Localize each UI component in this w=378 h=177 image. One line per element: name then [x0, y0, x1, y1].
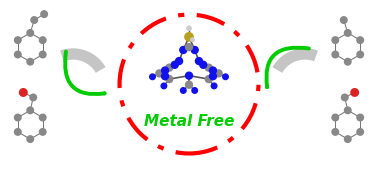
Circle shape	[332, 129, 339, 135]
Circle shape	[180, 47, 187, 53]
Circle shape	[211, 83, 217, 89]
Circle shape	[205, 76, 212, 82]
Circle shape	[185, 33, 193, 41]
Circle shape	[192, 88, 197, 93]
Circle shape	[215, 70, 222, 77]
Circle shape	[39, 37, 46, 43]
Circle shape	[186, 81, 192, 88]
Circle shape	[357, 51, 364, 58]
Circle shape	[332, 114, 339, 121]
Circle shape	[27, 107, 34, 114]
Circle shape	[209, 73, 217, 80]
Circle shape	[150, 74, 155, 80]
Circle shape	[39, 114, 46, 121]
Circle shape	[209, 67, 217, 74]
Circle shape	[166, 76, 173, 82]
Circle shape	[20, 89, 27, 96]
Circle shape	[161, 83, 167, 89]
Circle shape	[14, 114, 21, 121]
Circle shape	[186, 72, 192, 79]
Circle shape	[344, 107, 351, 114]
Circle shape	[161, 73, 169, 80]
Circle shape	[223, 74, 228, 80]
Circle shape	[195, 58, 202, 65]
Circle shape	[344, 58, 351, 65]
Polygon shape	[273, 48, 318, 73]
Circle shape	[205, 64, 212, 71]
Circle shape	[166, 64, 173, 71]
Circle shape	[171, 61, 178, 68]
Circle shape	[191, 47, 198, 53]
Circle shape	[344, 136, 351, 142]
Circle shape	[200, 61, 207, 68]
Circle shape	[27, 30, 34, 36]
Circle shape	[161, 67, 169, 74]
Circle shape	[341, 17, 347, 23]
Circle shape	[14, 51, 21, 58]
Circle shape	[31, 17, 37, 23]
Polygon shape	[60, 48, 105, 73]
Circle shape	[344, 30, 351, 36]
Circle shape	[357, 114, 364, 121]
FancyArrowPatch shape	[266, 48, 309, 87]
Circle shape	[186, 44, 192, 51]
Circle shape	[39, 51, 46, 58]
Circle shape	[332, 51, 339, 58]
Circle shape	[187, 26, 191, 30]
Circle shape	[357, 37, 364, 43]
Text: Metal Free: Metal Free	[144, 114, 234, 129]
Circle shape	[39, 129, 46, 135]
Circle shape	[357, 129, 364, 135]
Circle shape	[351, 89, 358, 96]
Circle shape	[156, 70, 163, 77]
Circle shape	[176, 58, 183, 65]
Circle shape	[27, 58, 34, 65]
Circle shape	[27, 136, 34, 142]
Circle shape	[41, 11, 47, 17]
Circle shape	[14, 37, 21, 43]
Circle shape	[341, 94, 348, 101]
Circle shape	[191, 38, 194, 41]
Circle shape	[14, 129, 21, 135]
Circle shape	[30, 94, 37, 101]
Circle shape	[181, 88, 186, 93]
Circle shape	[332, 37, 339, 43]
FancyArrowPatch shape	[65, 52, 105, 94]
